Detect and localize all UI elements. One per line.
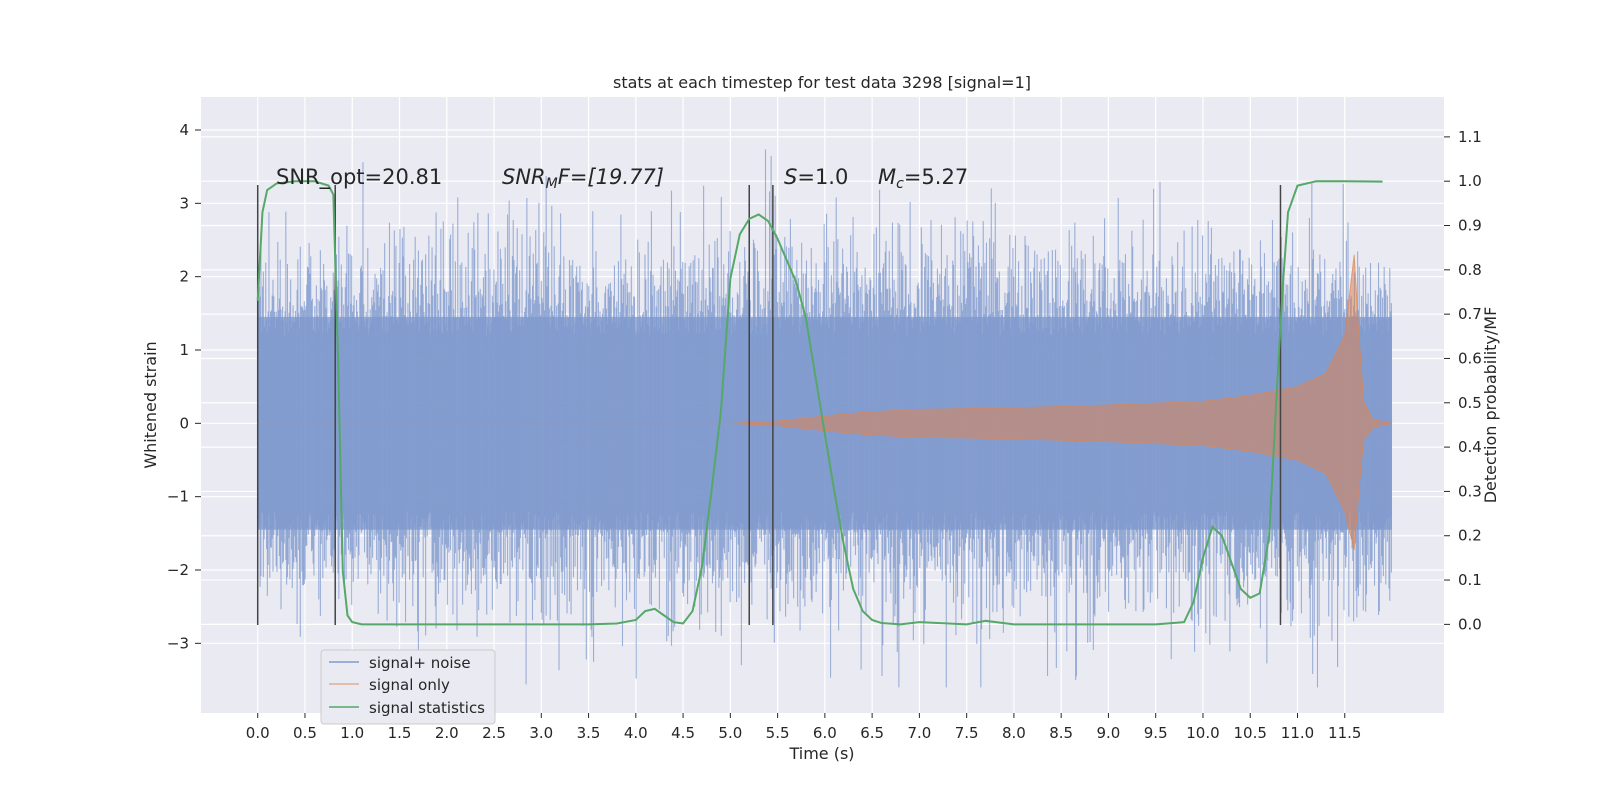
annotation-s: S=1.0 <box>784 165 848 189</box>
x-tick-label: 2.5 <box>482 724 506 742</box>
x-tick-label: 3.5 <box>577 724 601 742</box>
legend-label-noise: signal+ noise <box>369 654 471 672</box>
x-axis-ticks: 0.0 0.5 1.0 1.5 2.0 2.5 3.0 3.5 4.0 4.5 5.0 5.5 6.0 6… <box>246 713 1361 742</box>
y2-axis-label: Detection probability/MF <box>1481 307 1500 504</box>
x-tick-label: 4.5 <box>671 724 695 742</box>
x-tick-label: 5.0 <box>718 724 742 742</box>
legend-label-signal: signal only <box>369 676 450 694</box>
x-axis-label: Time (s) <box>788 744 854 763</box>
x-tick-label: 8.5 <box>1049 724 1073 742</box>
annotation-snr-mf: SNRMF=[19.77] <box>502 165 664 192</box>
y-tick-label: 4 <box>179 121 189 139</box>
x-tick-label: 1.5 <box>388 724 412 742</box>
y2-tick-label: 0.4 <box>1458 438 1482 456</box>
y-tick-label: −2 <box>167 561 189 579</box>
y2-tick-label: 0.5 <box>1458 394 1482 412</box>
x-tick-label: 8.0 <box>1002 724 1026 742</box>
x-tick-label: 11.5 <box>1328 724 1361 742</box>
x-tick-label: 11.0 <box>1281 724 1314 742</box>
y2-tick-label: 0.8 <box>1458 261 1482 279</box>
x-tick-label: 6.0 <box>813 724 837 742</box>
y2-tick-label: 0.0 <box>1458 615 1482 633</box>
chart-title: stats at each timestep for test data 329… <box>613 73 1031 92</box>
x-tick-label: 0.5 <box>293 724 317 742</box>
x-tick-label: 0.0 <box>246 724 270 742</box>
x-tick-label: 7.0 <box>907 724 931 742</box>
y2-tick-label: 0.2 <box>1458 527 1482 545</box>
series-signal-only <box>257 254 1393 550</box>
x-tick-label: 6.5 <box>860 724 884 742</box>
annotation-snr-opt: SNR_opt=20.81 <box>276 165 442 190</box>
x-tick-label: 2.0 <box>435 724 459 742</box>
x-tick-label: 9.5 <box>1144 724 1168 742</box>
y-tick-label: 0 <box>179 414 189 432</box>
x-tick-label: 10.5 <box>1234 724 1267 742</box>
y2-tick-label: 0.1 <box>1458 571 1482 589</box>
x-tick-label: 10.0 <box>1186 724 1219 742</box>
x-tick-label: 4.0 <box>624 724 648 742</box>
signal-only-envelope <box>257 254 1393 550</box>
x-tick-label: 7.5 <box>955 724 979 742</box>
y-tick-label: 3 <box>179 194 189 212</box>
y-axis-label: Whitened strain <box>141 341 160 468</box>
legend-box <box>320 649 496 725</box>
y-tick-label: 2 <box>179 268 189 286</box>
series-signal-statistics <box>256 180 1383 626</box>
y-tick-label: −3 <box>167 634 189 652</box>
signal-statistics-line <box>256 180 1383 626</box>
y2-tick-label: 1.0 <box>1458 172 1482 190</box>
y2-tick-label: 1.1 <box>1458 128 1482 146</box>
legend: signal+ noise signal only signal statist… <box>320 649 496 725</box>
y2-tick-label: 0.9 <box>1458 217 1482 235</box>
x-tick-label: 3.0 <box>529 724 553 742</box>
y-axis-ticks: 4 3 2 1 0 −1 −2 −3 <box>167 121 201 652</box>
x-tick-label: 9.0 <box>1097 724 1121 742</box>
annotation-mc: Mc=5.27 <box>878 165 968 192</box>
y2-tick-label: 0.6 <box>1458 349 1482 367</box>
y2-axis-ticks: 1.1 1.0 0.9 0.8 0.7 0.6 0.5 0.4 0.3 0.2 0.1 0.0 <box>1444 128 1482 633</box>
x-tick-label: 5.5 <box>766 724 790 742</box>
y2-tick-label: 0.7 <box>1458 305 1482 323</box>
y2-tick-label: 0.3 <box>1458 482 1482 500</box>
y-tick-label: −1 <box>167 488 189 506</box>
legend-label-stats: signal statistics <box>369 699 485 717</box>
y-tick-label: 1 <box>179 341 189 359</box>
x-tick-label: 1.0 <box>340 724 364 742</box>
